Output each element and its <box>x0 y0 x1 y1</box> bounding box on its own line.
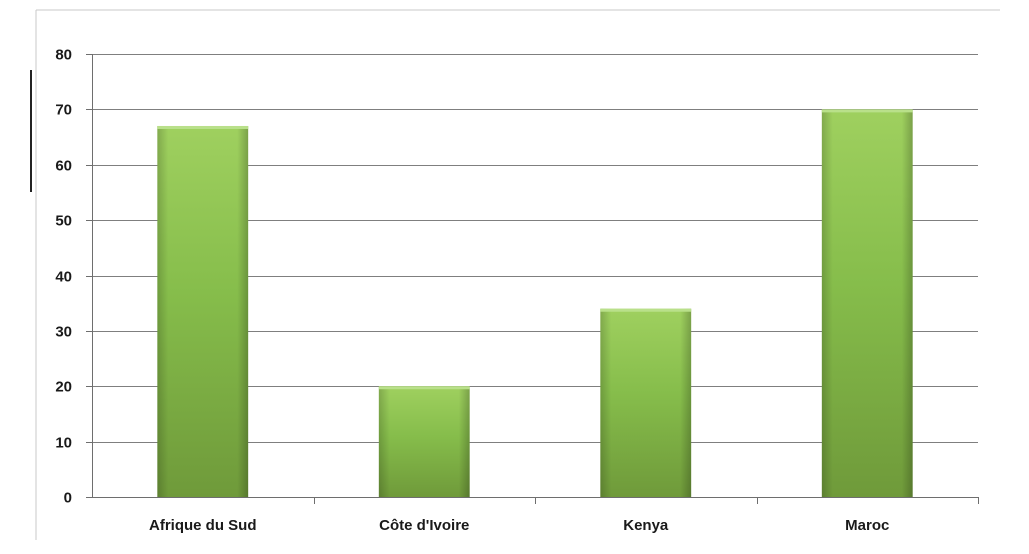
x-tick-label: Maroc <box>845 517 889 534</box>
bar-shade <box>378 386 470 497</box>
x-tick-label: Afrique du Sud <box>149 517 257 534</box>
y-tick-label: 0 <box>64 490 72 507</box>
bar-shade <box>157 125 249 498</box>
bar-top-highlight <box>600 308 692 312</box>
y-tick-label: 10 <box>55 435 72 452</box>
bar <box>821 109 913 497</box>
bar-shade <box>821 109 913 497</box>
bar <box>157 125 249 498</box>
y-tick-labels: 0 10 20 30 40 50 60 70 80 <box>55 47 72 507</box>
x-tick-label: Côte d'Ivoire <box>379 517 469 534</box>
bar-top-highlight <box>157 125 249 129</box>
bar-top-highlight <box>821 109 913 113</box>
y-tick-label: 60 <box>55 158 72 175</box>
bar-top-highlight <box>378 386 470 390</box>
x-tick-label: Kenya <box>623 517 669 534</box>
y-tick-label: 50 <box>55 213 72 230</box>
y-tick-label: 40 <box>55 269 72 286</box>
bar <box>600 308 692 497</box>
y-tick-label: 30 <box>55 324 72 341</box>
bar-shade <box>600 308 692 497</box>
x-tick-labels: Afrique du Sud Côte d'Ivoire Kenya Maroc <box>149 517 889 534</box>
bars <box>157 109 913 498</box>
y-tick-label: 70 <box>55 102 72 119</box>
axes <box>86 53 980 504</box>
y-tick-label: 20 <box>55 379 72 396</box>
bar <box>378 386 470 497</box>
y-tick-label: 80 <box>55 47 72 64</box>
